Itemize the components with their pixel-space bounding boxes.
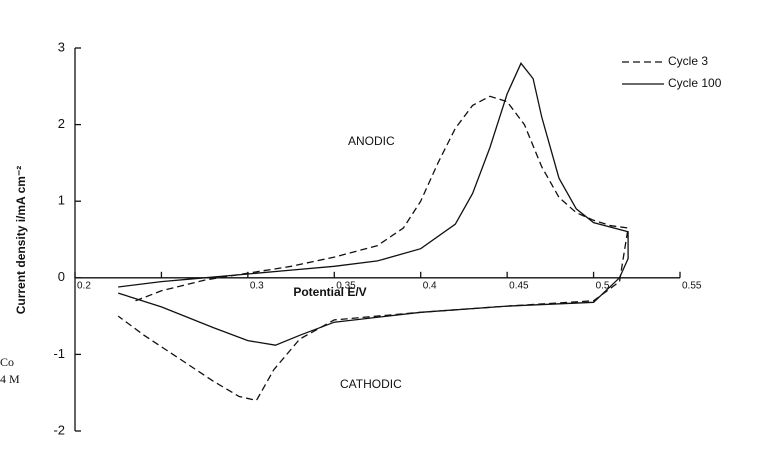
y-tick-label: 3 [58,39,65,54]
annotation: CATHODIC [340,377,402,391]
x-axis-label: Potential E/V [293,285,366,299]
data-line [118,62,629,346]
x-tick-label: 0.55 [682,280,702,291]
x-tick-label: 0.4 [423,280,437,291]
y-tick-label: 0 [58,269,65,284]
y-tick-label: 2 [58,116,65,131]
x-tick-label: 0.35 [336,280,356,291]
legend-label: Cycle 100 [668,76,722,90]
legend-label: Cycle 3 [668,54,708,68]
data-line [117,95,629,402]
annotation: ANODIC [348,134,395,148]
y-tick-label: -1 [53,346,65,361]
x-tick-label: 0.2 [77,280,91,291]
edge-text: Co [0,355,14,369]
x-tick-label: 0.3 [250,280,264,291]
x-tick-label: 0.5 [596,280,610,291]
y-tick-label: -2 [53,422,65,437]
y-tick-label: 1 [58,193,65,208]
x-tick-label: 0.45 [509,280,529,291]
edge-text: 4 M [0,372,20,386]
y-axis-label: Current density i/mA cm⁻² [14,166,28,315]
